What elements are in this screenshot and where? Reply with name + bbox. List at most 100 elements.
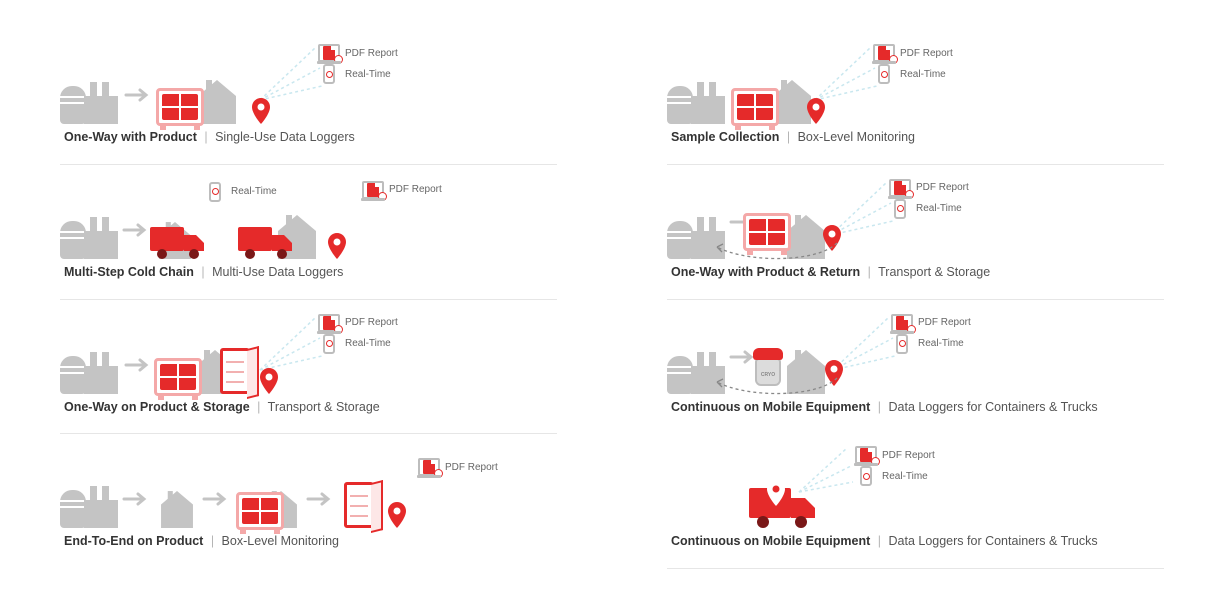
package-box-icon [236, 492, 284, 530]
caption-sep: | [257, 400, 260, 414]
pin-icon [388, 502, 406, 528]
fridge-icon [344, 482, 374, 528]
output-labels: PDF Report Real-Time [318, 44, 398, 83]
pin-icon [328, 233, 346, 259]
factory-icon [667, 78, 725, 124]
pdf-report-label: PDF Report [889, 179, 969, 197]
caption: Continuous on Mobile Equipment | Data Lo… [667, 528, 1164, 558]
caption: One-Way with Product | Single-Use Data L… [60, 124, 557, 154]
panel-continuous-mobile-1: CRYO PDF Report Real-Time Continuous on … [667, 300, 1164, 435]
panel-one-way-storage: PDF Report Real-Time One-Way on Product … [60, 300, 557, 435]
panel-one-way-return: PDF Report Real-Time One-Way with Produc… [667, 165, 1164, 300]
realtime-label: Real-Time [318, 335, 398, 353]
phone-icon [896, 334, 908, 354]
arrow-icon [202, 492, 230, 506]
pin-icon [260, 368, 278, 394]
scene: PDF Report Real-Time [60, 38, 557, 124]
output-labels: PDF Report [362, 181, 442, 199]
caption: End-To-End on Product | Box-Level Monito… [60, 528, 557, 558]
caption-subtitle: Box-Level Monitoring [798, 130, 915, 144]
arrow-icon [122, 492, 150, 506]
realtime-label: Real-Time [855, 467, 935, 485]
laptop-icon [855, 446, 877, 464]
laptop-icon [318, 314, 340, 332]
laptop-icon [873, 44, 895, 62]
phone-icon [209, 182, 221, 202]
caption-title: One-Way on Product & Storage [64, 400, 250, 414]
caption-subtitle: Transport & Storage [878, 265, 990, 279]
caption: One-Way with Product & Return | Transpor… [667, 259, 1164, 289]
warehouse-icon [156, 486, 198, 528]
phone-icon [323, 64, 335, 84]
pin-icon [252, 98, 270, 124]
caption-sep: | [211, 534, 214, 548]
caption-subtitle: Box-Level Monitoring [222, 534, 339, 548]
package-box-icon [156, 88, 204, 126]
output-labels: PDF Report [418, 458, 498, 476]
realtime-label: Real-Time [873, 65, 953, 83]
caption-title: Continuous on Mobile Equipment [671, 400, 870, 414]
caption-subtitle: Transport & Storage [268, 400, 380, 414]
pdf-report-label: PDF Report [855, 446, 935, 464]
caption-title: End-To-End on Product [64, 534, 203, 548]
realtime-text: Real-Time [231, 186, 277, 197]
scene: PDF Report Real-Time [667, 442, 1164, 528]
laptop-icon [362, 181, 384, 199]
scene: Real-Time PDF Report [60, 173, 557, 259]
caption-title: Continuous on Mobile Equipment [671, 534, 870, 548]
scene: PDF Report [60, 442, 557, 528]
return-path [707, 241, 847, 263]
laptop-icon [418, 458, 440, 476]
realtime-label: Real-Time [204, 183, 277, 201]
realtime-label: Real-Time [889, 200, 969, 218]
output-labels: PDF Report Real-Time [889, 179, 969, 218]
caption-sep: | [878, 534, 881, 548]
panel-continuous-mobile-2: PDF Report Real-Time Continuous on Mobil… [667, 434, 1164, 569]
pdf-report-label: PDF Report [362, 181, 442, 199]
realtime-text: Real-Time [345, 338, 391, 349]
caption-title: One-Way with Product [64, 130, 197, 144]
package-box-icon [154, 358, 202, 396]
phone-icon [860, 466, 872, 486]
return-path [707, 376, 847, 398]
pdf-report-label: PDF Report [418, 458, 498, 476]
factory-icon [60, 482, 118, 528]
arrow-icon [122, 223, 150, 237]
realtime-label: Real-Time [318, 65, 398, 83]
pdf-text: PDF Report [916, 182, 969, 193]
caption-subtitle: Single-Use Data Loggers [215, 130, 355, 144]
pdf-report-label: PDF Report [891, 314, 971, 332]
panel-sample-collection: PDF Report Real-Time Sample Collection |… [667, 30, 1164, 165]
pdf-text: PDF Report [389, 184, 442, 195]
pdf-report-label: PDF Report [873, 44, 953, 62]
laptop-icon [318, 44, 340, 62]
output-labels: PDF Report Real-Time [855, 446, 935, 485]
caption: Multi-Step Cold Chain | Multi-Use Data L… [60, 259, 557, 289]
output-labels: PDF Report Real-Time [318, 314, 398, 353]
realtime-text: Real-Time [900, 69, 946, 80]
laptop-icon [891, 314, 913, 332]
caption-sep: | [878, 400, 881, 414]
pdf-text: PDF Report [918, 317, 971, 328]
factory-icon [60, 213, 118, 259]
phone-icon [323, 334, 335, 354]
pdf-report-label: PDF Report [318, 314, 398, 332]
output-labels: PDF Report Real-Time [891, 314, 971, 353]
caption-subtitle: Multi-Use Data Loggers [212, 265, 343, 279]
caption-subtitle: Data Loggers for Containers & Trucks [889, 534, 1098, 548]
factory-icon [60, 348, 118, 394]
caption-sep: | [204, 130, 207, 144]
phone-icon [894, 199, 906, 219]
panel-multi-step: Real-Time PDF Report Multi-Step Cold Cha… [60, 165, 557, 300]
arrow-icon [306, 492, 334, 506]
fridge-icon [220, 348, 250, 394]
arrow-icon [124, 358, 152, 372]
caption: One-Way on Product & Storage | Transport… [60, 394, 557, 424]
scene: PDF Report Real-Time [667, 173, 1164, 259]
scene: PDF Report Real-Time [60, 308, 557, 394]
laptop-icon [889, 179, 911, 197]
pin-icon [807, 98, 825, 124]
caption-title: Multi-Step Cold Chain [64, 265, 194, 279]
realtime-label: Real-Time [891, 335, 971, 353]
scene: CRYO PDF Report Real-Time [667, 308, 1164, 394]
